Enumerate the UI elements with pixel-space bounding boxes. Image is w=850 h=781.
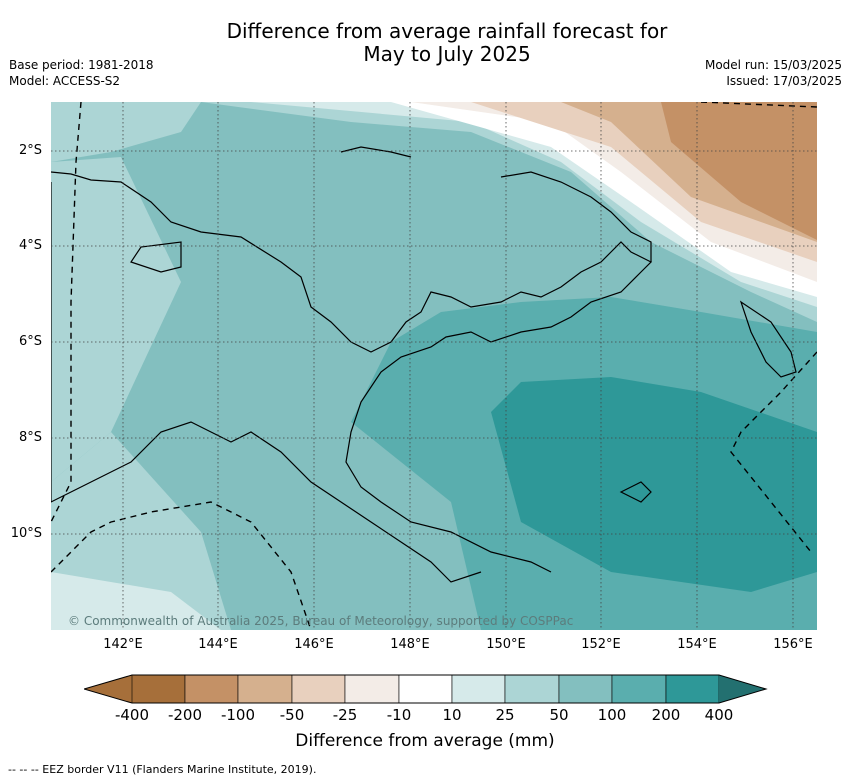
- colorbar-tick-4: -50: [279, 706, 305, 724]
- colorbar-swatch-7: [451, 674, 506, 704]
- lat-label-6s: 6°S: [18, 334, 42, 349]
- colorbar-swatch-2: [184, 674, 239, 704]
- map-panel: [51, 102, 817, 630]
- manus-coast: [340, 146, 412, 158]
- region-teal-light-sw: [51, 572, 221, 630]
- colorbar-tick-11: 200: [651, 706, 681, 724]
- lon-label-144e: 144°E: [198, 637, 238, 652]
- region-teal-200: [491, 377, 817, 592]
- eez-border-west: [51, 102, 82, 523]
- lat-label-8s: 8°S: [18, 430, 42, 445]
- bougainville-coast: [739, 300, 797, 378]
- graticule: [51, 102, 817, 630]
- colorbar-graphic: [82, 674, 768, 704]
- colorbar-swatch-9: [558, 674, 613, 704]
- map-title-line2: May to July 2025: [363, 42, 531, 66]
- colorbar-swatch-11: [665, 674, 720, 704]
- lon-label-142e: 142°E: [103, 637, 143, 652]
- lat-label-4s: 4°S: [18, 238, 42, 253]
- colorbar-tick-7: 10: [442, 706, 462, 724]
- lon-label-148e: 148°E: [390, 637, 430, 652]
- colorbar-tick-6: -10: [386, 706, 412, 724]
- colorbar-tick-10: 100: [597, 706, 627, 724]
- colorbar-tick-2: -200: [167, 706, 203, 724]
- colorbar-swatch-4: [291, 674, 346, 704]
- colorbar-swatch-8: [504, 674, 560, 704]
- region-brown-strong: [661, 102, 817, 240]
- lon-label-146e: 146°E: [294, 637, 334, 652]
- lat-label-2s: 2°S: [18, 143, 42, 158]
- island-coast: [619, 481, 652, 503]
- colorbar-swatch-5: [344, 674, 400, 704]
- region-teal-25-west: [51, 157, 181, 482]
- issued-date: Issued: 17/03/2025: [726, 74, 842, 88]
- map-title: Difference from average rainfall forecas…: [0, 20, 850, 66]
- lat-label-10s: 10°S: [10, 526, 42, 541]
- model-run: Model run: 15/03/2025: [704, 58, 842, 72]
- eez-border-north: [700, 102, 817, 108]
- colorbar-title: Difference from average (mm): [295, 731, 555, 751]
- coastlines: [51, 146, 797, 583]
- lon-label-150e: 150°E: [486, 637, 526, 652]
- eez-legend-note: -- -- -- EEZ border V11 (Flanders Marine…: [8, 763, 317, 776]
- colorbar-low-arrow: [84, 675, 132, 703]
- colorbar-swatch-10: [611, 674, 667, 704]
- region-teal-25-nw: [51, 102, 201, 162]
- meta-left: Base period: 1981-2018 Model: ACCESS-S2: [9, 57, 154, 89]
- map-title-line1: Difference from average rainfall forecas…: [226, 19, 668, 43]
- southern-coast: [51, 182, 482, 583]
- colorbar-tick-5: -25: [332, 706, 358, 724]
- rainfall-map: [51, 102, 817, 630]
- model-name: Model: ACCESS-S2: [9, 74, 121, 88]
- new-britain-coast: [500, 171, 652, 262]
- eez-border-south: [51, 501, 312, 630]
- colorbar-tick-1: -400: [114, 706, 150, 724]
- base-period: Base period: 1981-2018: [9, 58, 154, 72]
- colorbar-outline: [82, 674, 768, 704]
- png-mainland-coast: [51, 171, 653, 573]
- colorbar-high-arrow: [719, 675, 766, 703]
- eez-borders: [51, 102, 817, 630]
- colorbar-swatch-3: [237, 674, 293, 704]
- meta-right: Model run: 15/03/2025 Issued: 17/03/2025: [705, 57, 842, 89]
- eez-border-east: [730, 351, 817, 553]
- colorbar-swatch-1: [131, 674, 186, 704]
- colorbar: [82, 674, 768, 708]
- lon-label-156e: 156°E: [773, 637, 813, 652]
- colorbar-swatch-6: [398, 674, 453, 704]
- copyright-notice: © Commonwealth of Australia 2025, Bureau…: [68, 614, 574, 628]
- colorbar-tick-8: 25: [495, 706, 515, 724]
- colorbar-tick-3: -100: [220, 706, 256, 724]
- lon-label-152e: 152°E: [581, 637, 621, 652]
- colorbar-tick-12: 400: [704, 706, 734, 724]
- lon-label-154e: 154°E: [677, 637, 717, 652]
- colorbar-tick-9: 50: [549, 706, 569, 724]
- province-border: [130, 241, 182, 273]
